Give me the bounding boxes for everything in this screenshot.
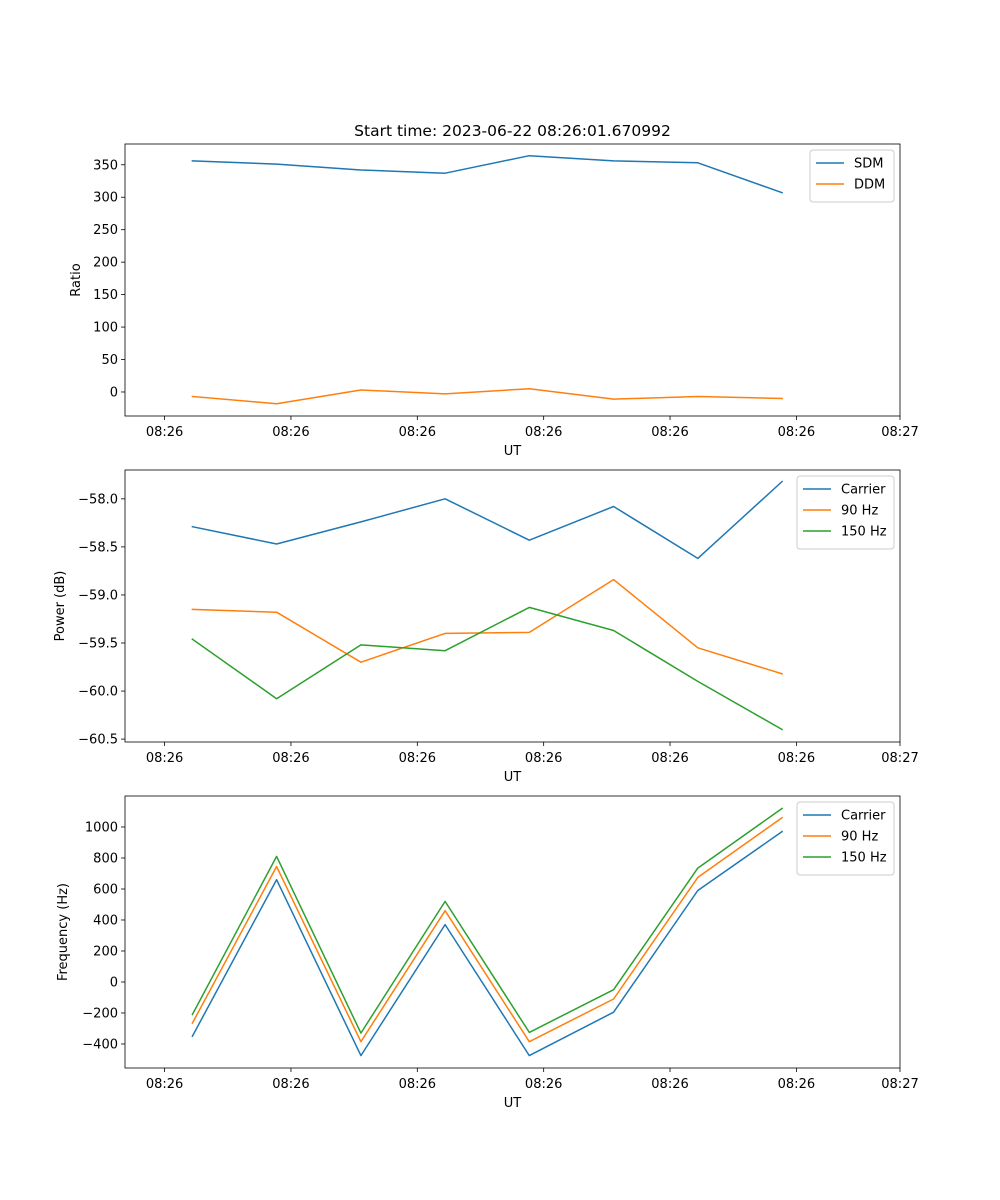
y-tick-label: −60.5 xyxy=(78,733,118,748)
series-line-3-150-hz xyxy=(191,807,784,1034)
y-tick-label: −59.5 xyxy=(78,637,118,652)
chart-panel-3: 08:26 08:26 08:26 08:26 08:26 08:26 08:27 −400 −… xyxy=(56,795,919,1111)
legend-label: 90 Hz xyxy=(841,830,878,845)
x-axis-label: UT xyxy=(504,1096,522,1111)
series-line-2-150-hz xyxy=(191,606,784,731)
legend: Carrier 90 Hz 150 Hz xyxy=(796,475,895,550)
y-tick-label: −58.5 xyxy=(78,540,118,555)
y-tick-label: 0 xyxy=(110,385,118,400)
y-tick-label: −400 xyxy=(82,1037,118,1052)
figure-title: Start time: 2023-06-22 08:26:01.670992 xyxy=(354,122,671,140)
x-tick-label: 08:26 xyxy=(272,751,309,766)
y-tick-label: 1000 xyxy=(85,820,118,835)
legend-label: Carrier xyxy=(841,483,886,498)
x-axis-label: UT xyxy=(504,770,522,785)
x-tick-label: 08:26 xyxy=(399,1077,436,1092)
x-tick-label: 08:26 xyxy=(651,425,688,440)
x-tick-label: 08:26 xyxy=(525,425,562,440)
x-tick-label: 08:26 xyxy=(778,1077,815,1092)
axes-frame xyxy=(124,795,901,1069)
y-axis-label: Ratio xyxy=(69,263,84,296)
y-tick-label: 200 xyxy=(93,944,118,959)
y-tick-label: 100 xyxy=(93,321,118,336)
y-tick-label: 800 xyxy=(93,851,118,866)
y-tick-label: −60.0 xyxy=(78,685,118,700)
y-tick-label: 0 xyxy=(110,975,118,990)
axes-frame xyxy=(124,469,901,743)
x-tick-label: 08:26 xyxy=(146,1077,183,1092)
y-tick-label: −58.0 xyxy=(78,492,118,507)
y-axis-label: Frequency (Hz) xyxy=(56,883,71,981)
y-tick-label: 400 xyxy=(93,913,118,928)
x-tick-label: 08:27 xyxy=(881,751,918,766)
x-tick-label: 08:26 xyxy=(272,1077,309,1092)
series-line-2-90-hz xyxy=(191,578,784,675)
series-line-2-carrier xyxy=(191,480,784,560)
legend: Carrier 90 Hz 150 Hz xyxy=(796,801,895,876)
x-tick-label: 08:26 xyxy=(525,1077,562,1092)
series-line-3-carrier xyxy=(191,830,784,1057)
legend-label: 150 Hz xyxy=(841,525,887,540)
y-tick-label: −200 xyxy=(82,1006,118,1021)
legend-label: 150 Hz xyxy=(841,851,887,866)
series-line-1-ddm xyxy=(191,387,783,405)
y-tick-label: 150 xyxy=(93,288,118,303)
x-tick-label: 08:26 xyxy=(651,1077,688,1092)
x-tick-label: 08:26 xyxy=(146,751,183,766)
x-tick-label: 08:26 xyxy=(272,425,309,440)
legend: SDM DDM xyxy=(809,149,895,203)
x-tick-label: 08:26 xyxy=(146,425,183,440)
chart-panels: 08:26 08:26 08:26 08:26 08:26 08:26 08:27 0 50 10… xyxy=(53,143,919,1111)
y-axis-label: Power (dB) xyxy=(53,571,68,642)
y-tick-label: 350 xyxy=(93,158,118,173)
x-axis-label: UT xyxy=(504,444,522,459)
series-line-1-sdm xyxy=(191,154,784,194)
legend-label: DDM xyxy=(854,178,885,193)
y-tick-label: 200 xyxy=(93,256,118,271)
x-tick-label: 08:26 xyxy=(651,751,688,766)
legend-label: SDM xyxy=(854,157,883,172)
chart-panel-2: 08:26 08:26 08:26 08:26 08:26 08:26 08:27 −60.5… xyxy=(53,469,919,785)
x-tick-label: 08:26 xyxy=(399,751,436,766)
y-tick-label: 250 xyxy=(93,223,118,238)
x-tick-label: 08:26 xyxy=(525,751,562,766)
y-tick-label: −59.0 xyxy=(78,588,118,603)
x-tick-label: 08:27 xyxy=(881,1077,918,1092)
axes-frame xyxy=(124,143,901,417)
y-tick-label: 50 xyxy=(101,353,118,368)
series-line-3-90-hz xyxy=(191,816,784,1043)
x-tick-label: 08:27 xyxy=(881,425,918,440)
x-tick-label: 08:26 xyxy=(778,751,815,766)
legend-label: 90 Hz xyxy=(841,504,878,519)
y-tick-label: 300 xyxy=(93,191,118,206)
chart-panel-1: 08:26 08:26 08:26 08:26 08:26 08:26 08:27 0 50 10… xyxy=(69,143,919,459)
x-tick-label: 08:26 xyxy=(778,425,815,440)
x-tick-label: 08:26 xyxy=(399,425,436,440)
y-tick-label: 600 xyxy=(93,882,118,897)
legend-label: Carrier xyxy=(841,809,886,824)
